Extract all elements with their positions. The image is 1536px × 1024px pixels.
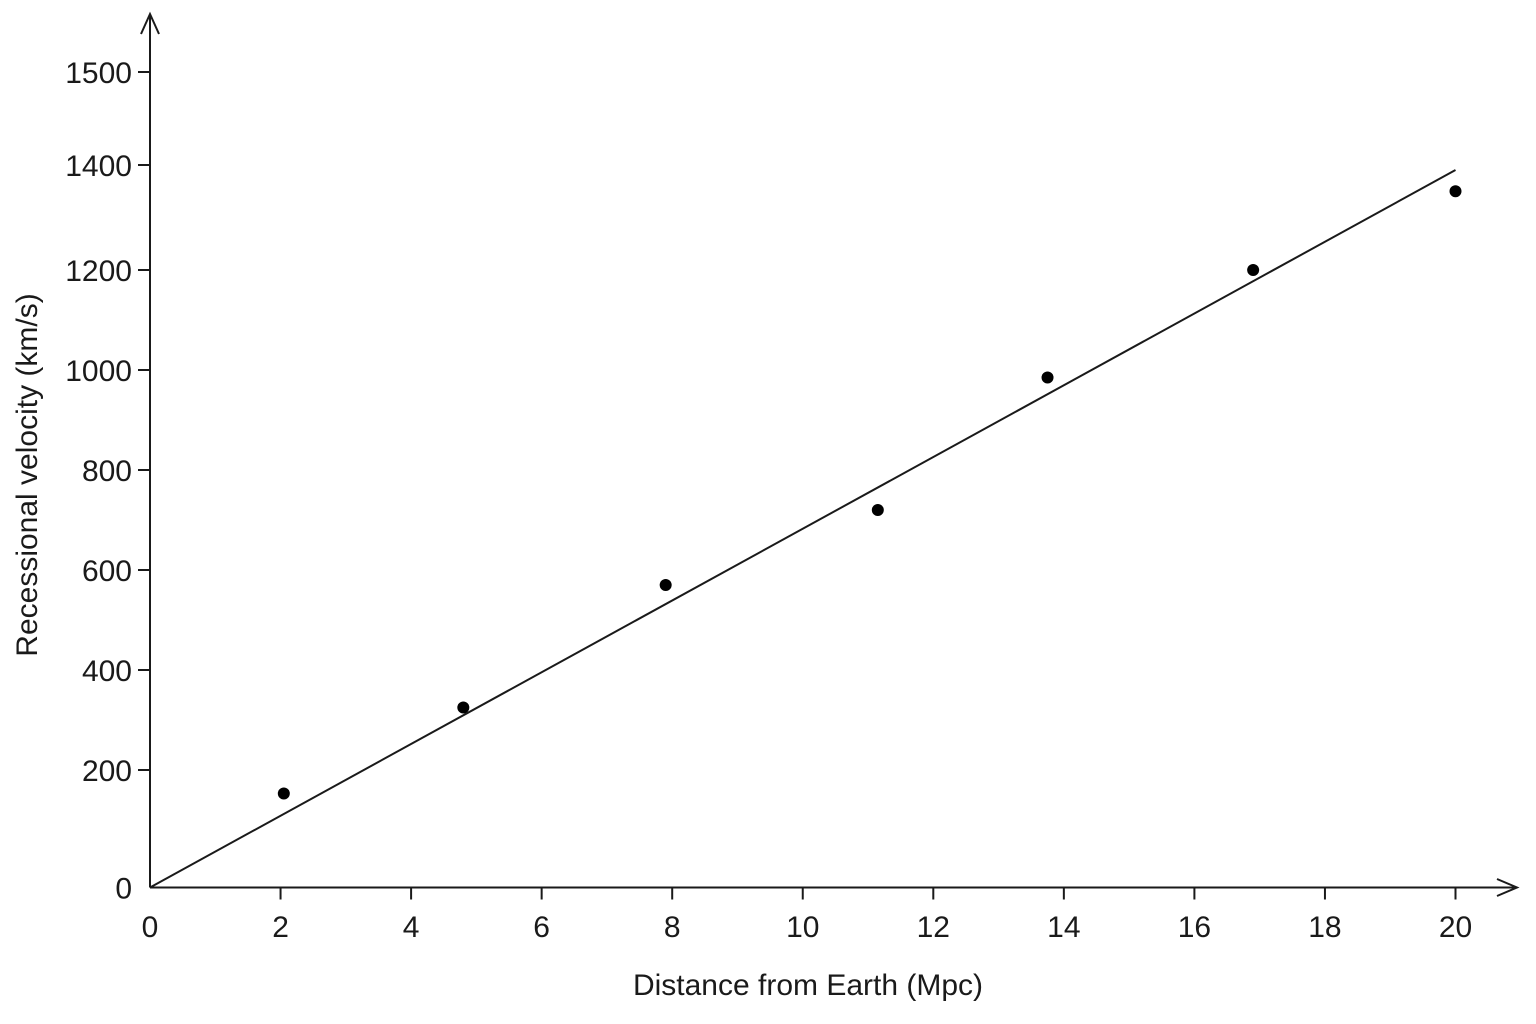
data-point xyxy=(1247,264,1260,276)
x-tick-label: 6 xyxy=(533,911,550,944)
data-point xyxy=(1449,185,1462,198)
data-points xyxy=(277,185,1462,800)
y-tick-label: 0 xyxy=(115,873,132,906)
y-axis-ticks: 0 200 400 600 800 1000 1200 1400 1500 xyxy=(65,57,150,906)
x-axis-arrowhead xyxy=(1496,878,1520,897)
x-tick-label: 0 xyxy=(142,911,159,944)
x-tick-label: 4 xyxy=(403,911,420,944)
x-tick-label: 10 xyxy=(786,911,819,944)
x-axis-ticks: 0 2 4 6 8 10 12 14 16 18 20 xyxy=(142,887,1472,944)
x-tick-label: 12 xyxy=(917,911,950,944)
x-tick-label: 14 xyxy=(1047,911,1080,944)
data-point xyxy=(277,787,290,800)
x-tick-label: 8 xyxy=(664,911,681,944)
y-tick-label: 1500 xyxy=(65,57,132,90)
data-point xyxy=(457,701,470,714)
x-axis-title: Distance from Earth (Mpc) xyxy=(633,969,983,1002)
best-fit-line xyxy=(149,169,1456,889)
x-tick-label: 16 xyxy=(1178,911,1211,944)
x-tick-label: 2 xyxy=(272,911,289,944)
y-tick-label: 1400 xyxy=(65,150,132,183)
y-tick-label: 600 xyxy=(82,555,132,588)
data-point xyxy=(871,504,884,516)
y-tick-label: 200 xyxy=(82,755,132,788)
x-tick-label: 18 xyxy=(1308,911,1341,944)
y-tick-label: 400 xyxy=(82,655,132,688)
data-point xyxy=(1041,371,1054,384)
y-axis-arrowhead xyxy=(140,11,160,35)
y-tick-label: 800 xyxy=(82,455,132,488)
axes xyxy=(140,11,1520,897)
y-tick-label: 1000 xyxy=(65,355,132,388)
y-tick-label: 1200 xyxy=(65,255,132,288)
trend-line-group xyxy=(149,169,1456,889)
y-axis-title: Recessional velocity (km/s) xyxy=(11,293,44,656)
x-tick-label: 20 xyxy=(1439,911,1472,944)
data-point xyxy=(659,579,672,591)
